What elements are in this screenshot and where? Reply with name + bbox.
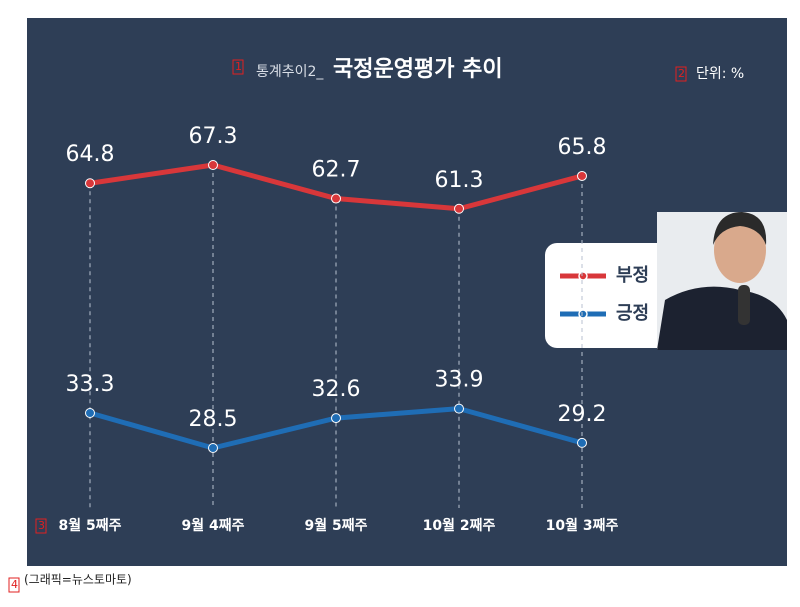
point [208,443,218,453]
legend-dot [578,271,588,281]
data-label: 67.3 [189,124,238,149]
title-prefix: 통계추이2_ [256,64,324,80]
x-tick-label: 9월 4째주 [182,517,245,534]
point [577,170,587,181]
chart-title: 국정운영평가 추이 [333,57,503,82]
data-label: 65.8 [558,135,607,160]
photo-face [714,217,766,283]
point [208,160,218,170]
photo [657,212,787,350]
data-label: 32.6 [312,377,361,402]
data-label: 61.3 [435,168,484,193]
data-label: 64.8 [66,142,115,167]
photo-microphone [738,285,750,325]
point [331,193,341,204]
x-tick-label: 8월 5째주 [59,517,122,534]
marker: 2 [678,67,685,80]
photo-hair [713,212,767,245]
point [85,178,95,189]
marker-box [8,577,20,593]
point [454,203,464,214]
unit-label: 단위: % [696,66,744,82]
point [331,413,341,424]
data-label: 29.2 [558,402,607,427]
marker: 4 [11,578,18,591]
x-tick-label: 9월 5째주 [305,517,368,534]
data-label: 33.3 [66,372,115,397]
data-label: 62.7 [312,158,361,183]
legend-dot [578,309,588,319]
data-label: 33.9 [435,368,484,393]
marker-box [35,518,47,534]
point [454,403,464,414]
legend-label: 긍정 [616,303,649,324]
legend-label: 부정 [616,265,649,286]
photo-suit [657,286,787,350]
marker-box [232,59,244,75]
point [85,407,95,418]
x-tick-label: 10월 2째주 [423,517,496,534]
marker: 1 [235,60,242,73]
point [577,437,587,448]
marker-box [675,66,687,82]
caption: (그래픽=뉴스토마토) [24,573,132,587]
x-tick-label: 10월 3째주 [546,517,619,534]
marker: 3 [38,519,45,532]
data-label: 28.5 [189,407,238,432]
